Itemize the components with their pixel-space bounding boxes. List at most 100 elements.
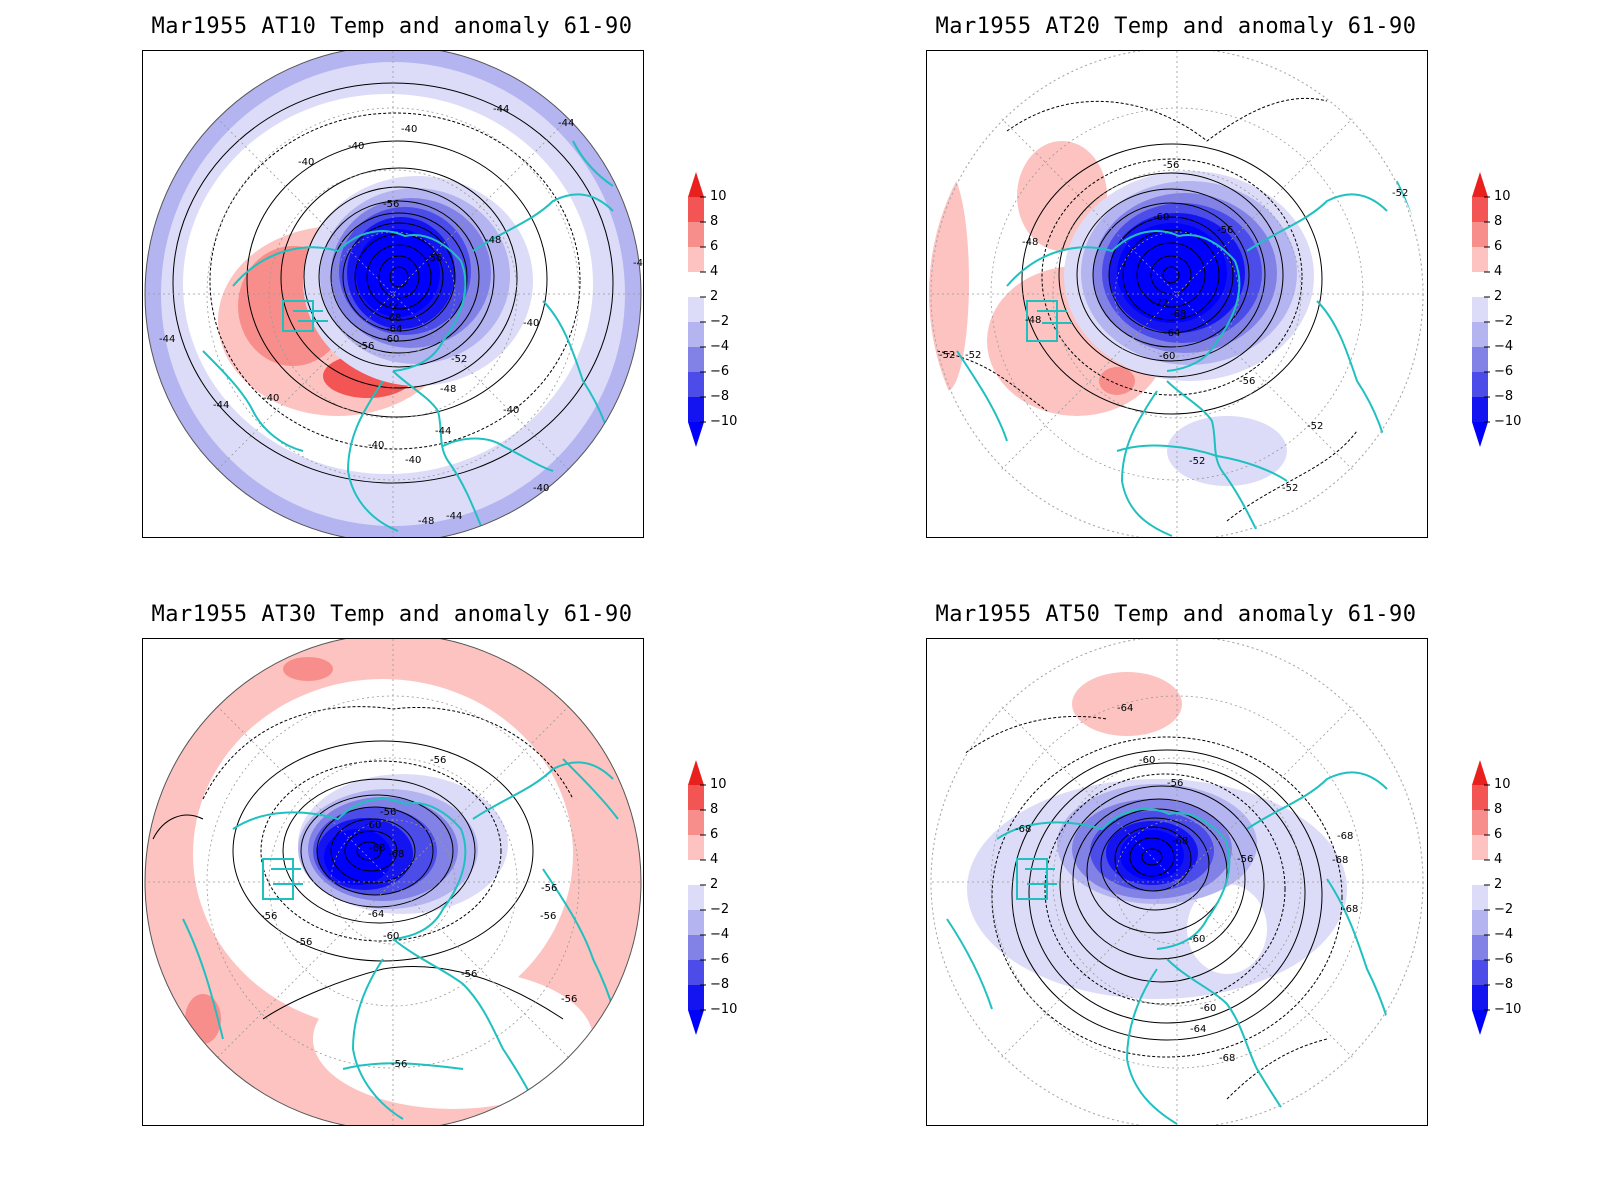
map-boundary — [144, 51, 642, 537]
contour-label: -60 — [1139, 755, 1155, 766]
colorbar-swatch — [1472, 347, 1488, 372]
colorbar-swatch — [1472, 222, 1488, 247]
colorbar-swatch — [1472, 247, 1488, 272]
contour-label: -40 — [401, 124, 417, 135]
colorbar-swatch — [1472, 960, 1488, 985]
colorbar-swatch — [688, 247, 704, 272]
colorbar-bottom-arrow — [1472, 1010, 1488, 1035]
contour-label: -56 — [426, 253, 442, 264]
contour-label: -44 — [633, 258, 643, 269]
colorbar-swatch — [688, 985, 704, 1010]
colorbar-label: 2 — [710, 877, 719, 892]
contour-label: -44 — [558, 118, 574, 129]
map-boundary — [144, 639, 642, 1125]
contour-label: -52 — [965, 350, 981, 361]
map-svg: -56 -60 -56 -48 -48 -52 -52 -72 -68 -64 … — [929, 51, 1425, 537]
contour-label: -68 — [385, 313, 401, 324]
contour-labels: -56 -60 -56 -48 -48 -52 -52 -72 -68 -64 … — [939, 160, 1408, 494]
colorbar-label: −8 — [710, 977, 730, 992]
contour-label: -60 — [1153, 212, 1169, 223]
anomaly-shading — [324, 829, 392, 885]
colorbar-label: 2 — [1494, 877, 1503, 892]
colorbar-label: −2 — [1494, 902, 1514, 917]
contour-label: -64 — [1117, 703, 1133, 714]
colorbar-swatches — [1472, 760, 1490, 1035]
colorbar-swatch — [1472, 835, 1488, 860]
colorbar-label: −4 — [1494, 927, 1514, 942]
colorbar-swatch — [1472, 860, 1488, 885]
contour-label: -64 — [386, 324, 402, 335]
coastlines — [202, 140, 619, 532]
contour-label: -56 — [1163, 160, 1179, 171]
colorbar-label: −10 — [1494, 414, 1522, 429]
contour-label: -56 — [1167, 778, 1183, 789]
contour-labels: -56 -56 -60 -68 -68 -56 -56 -64 -60 -56 … — [261, 755, 577, 1070]
contour-label: -56 — [358, 341, 374, 352]
contour-label: -68 — [369, 843, 385, 854]
colorbar-swatch — [1472, 785, 1488, 810]
colorbar-label: 6 — [1494, 827, 1503, 842]
colorbar-bottom-arrow — [688, 1010, 704, 1035]
contour-label: -68 — [1332, 855, 1348, 866]
colorbar-label: 10 — [1494, 189, 1511, 204]
contour-label: -48 — [440, 384, 456, 395]
colorbar-label: 8 — [1494, 214, 1503, 229]
panel-at50: Mar1955 AT50 Temp and anomaly 61-90 — [916, 588, 1600, 1148]
colorbar-swatch — [1472, 197, 1488, 222]
colorbar-label: 10 — [710, 189, 727, 204]
colorbar-label: −2 — [710, 314, 730, 329]
contour-label: -40 — [263, 393, 279, 404]
contour-label: -48 — [418, 516, 434, 527]
contour-label: -56 — [296, 937, 312, 948]
panel-at30: Mar1955 AT30 Temp and anomaly 61-90 — [132, 588, 892, 1148]
colorbar-swatch — [688, 785, 704, 810]
colorbar-label: 4 — [710, 264, 719, 279]
colorbar-bottom-arrow — [1472, 422, 1488, 447]
anomaly-shading — [1117, 223, 1227, 323]
contour-label: -56 — [261, 911, 277, 922]
panel-title: Mar1955 AT50 Temp and anomaly 61-90 — [935, 602, 1417, 627]
colorbar-swatch — [688, 910, 704, 935]
contour-label: -40 — [348, 141, 364, 152]
contour-label: -64 — [368, 909, 384, 920]
contour-labels: -44 -44 -40 -40 -40 -56 -48 -56 -72 -68 … — [159, 104, 643, 527]
colorbar-label: 10 — [710, 777, 727, 792]
contour-label: -48 — [485, 235, 501, 246]
contour-label: -56 — [540, 911, 556, 922]
colorbar-label: 4 — [710, 852, 719, 867]
polar-map: -64 -60 -56 -68 -68 -68 -68 -56 -60 -60 … — [926, 638, 1428, 1126]
contour-label: -60 — [1189, 934, 1205, 945]
panel-title: Mar1955 AT20 Temp and anomaly 61-90 — [935, 14, 1417, 39]
colorbar-swatch — [688, 322, 704, 347]
colorbar-label: −6 — [1494, 364, 1514, 379]
temperature-contours — [172, 82, 614, 484]
colorbar-label: −8 — [1494, 389, 1514, 404]
anomaly-shading — [356, 229, 440, 317]
colorbar-swatch — [688, 935, 704, 960]
contour-label: -68 — [1015, 824, 1031, 835]
panel-title: Mar1955 AT10 Temp and anomaly 61-90 — [151, 14, 633, 39]
colorbar-swatch — [1472, 885, 1488, 910]
colorbar-top-arrow — [1472, 172, 1488, 197]
contour-label: -56 — [1217, 225, 1233, 236]
colorbar-label: 4 — [1494, 264, 1503, 279]
panel-title: Mar1955 AT30 Temp and anomaly 61-90 — [151, 602, 633, 627]
colorbar-legend: 10 8 6 4 2 −2 −4 −6 −8 −10 — [688, 760, 768, 1040]
contour-label: -68 — [1342, 904, 1358, 915]
contour-label: -72 — [383, 300, 399, 311]
colorbar-swatch — [688, 372, 704, 397]
contour-label: -60 — [383, 931, 399, 942]
colorbar-top-arrow — [688, 172, 704, 197]
colorbar-label: −10 — [710, 1002, 738, 1017]
contour-label: -64 — [1164, 328, 1180, 339]
colorbar-swatch — [1472, 810, 1488, 835]
temperature-contours — [946, 716, 1343, 1100]
contour-label: -60 — [1200, 1003, 1216, 1014]
colorbar-swatch — [1472, 397, 1488, 422]
colorbar-label: 10 — [1494, 777, 1511, 792]
colorbar-legend: 10 8 6 4 2 −2 −4 −6 −8 −10 — [688, 172, 768, 452]
anomaly-shading — [1120, 830, 1184, 880]
colorbar-label: 4 — [1494, 852, 1503, 867]
colorbar-label: 6 — [710, 239, 719, 254]
contour-label: -44 — [435, 426, 451, 437]
